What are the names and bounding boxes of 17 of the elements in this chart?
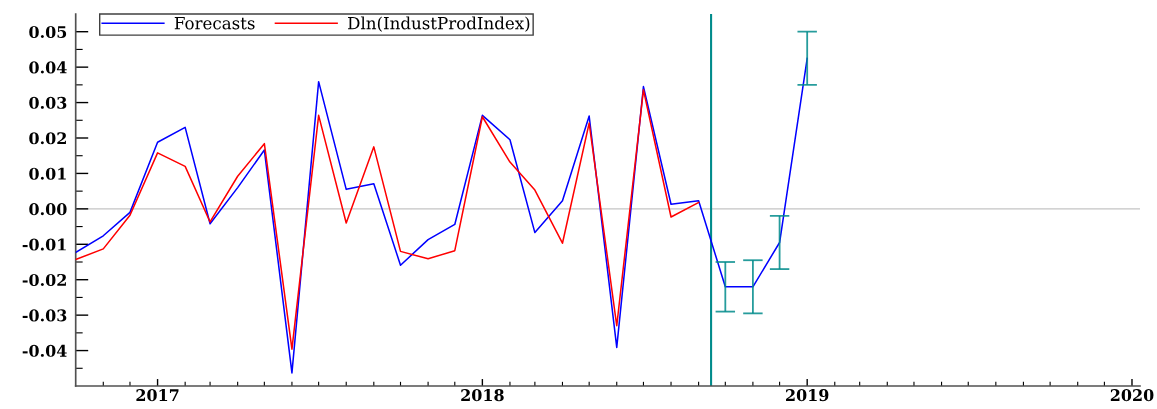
y-tick-label: 0.03 — [29, 96, 67, 109]
y-tick-label: 0.00 — [29, 203, 67, 216]
y-tick-label: -0.04 — [22, 344, 67, 357]
y-tick-label: -0.01 — [22, 238, 66, 251]
x-tick-label: 2019 — [786, 389, 829, 402]
line-series — [75, 89, 700, 350]
y-tick-label: 0.02 — [29, 132, 66, 145]
x-tick-label: 2018 — [461, 389, 504, 402]
y-tick-label: -0.02 — [22, 273, 66, 287]
x-tick-label: 2017 — [136, 389, 179, 402]
legend-label: Dln(IndustProdIndex) — [348, 16, 530, 32]
y-tick-label: -0.03 — [22, 309, 67, 322]
y-tick-label: 0.05 — [29, 25, 67, 39]
legend-label: Forecasts — [174, 17, 255, 30]
y-tick-label: 0.04 — [29, 61, 67, 74]
x-tick-label: 2020 — [1110, 389, 1154, 402]
y-tick-label: 0.01 — [29, 167, 66, 180]
